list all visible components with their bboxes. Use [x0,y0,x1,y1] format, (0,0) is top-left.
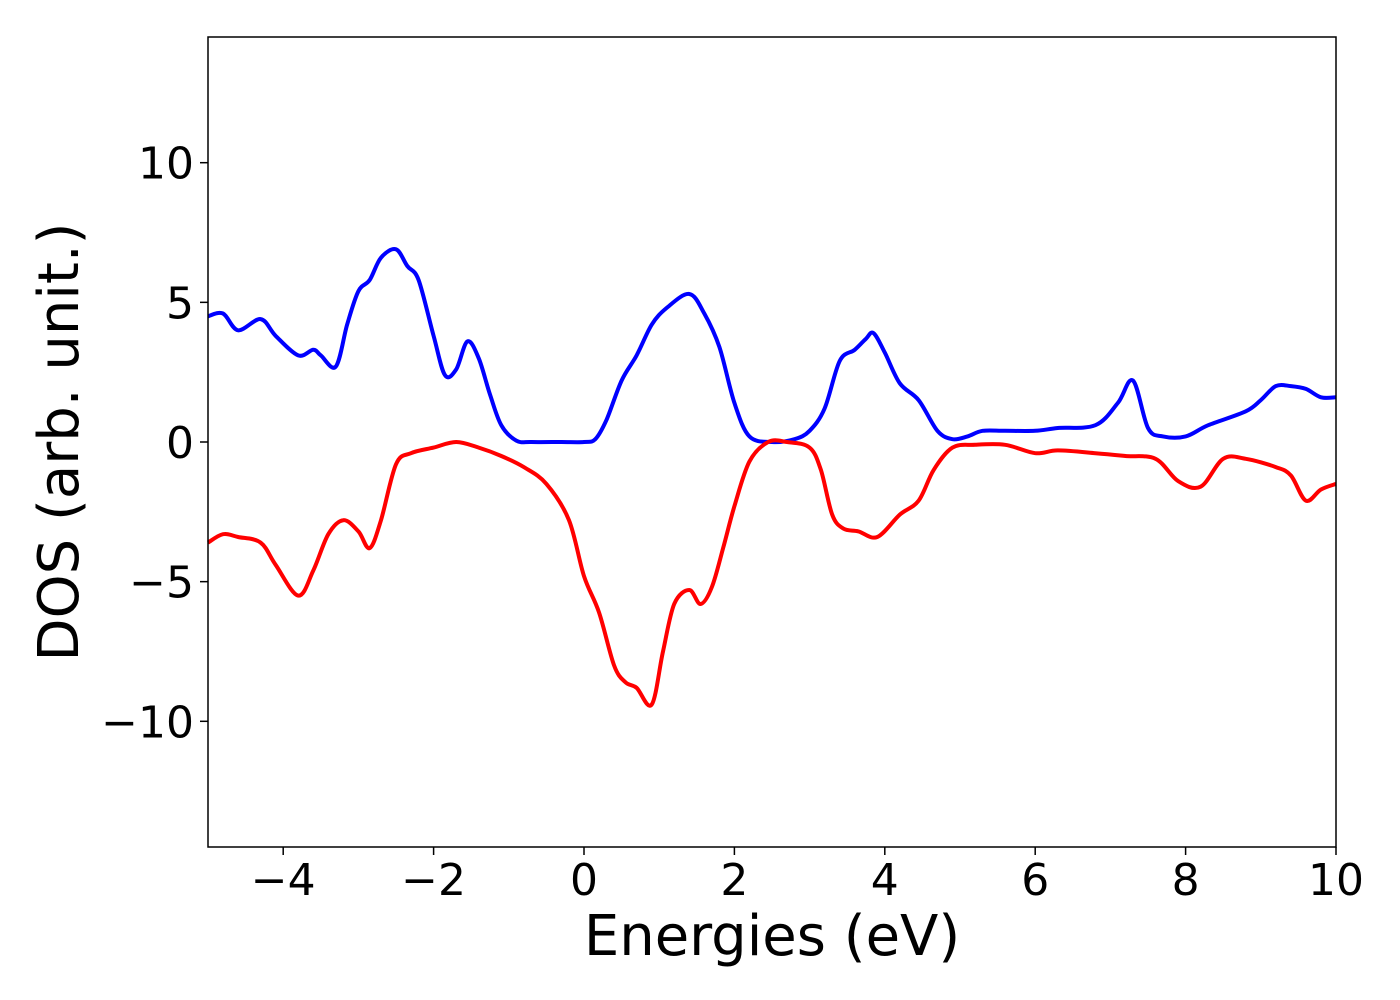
y-tick-label: −5 [129,558,194,609]
x-tick-label: 4 [871,855,899,906]
x-tick-label: 6 [1021,855,1049,906]
x-tick-label: 8 [1172,855,1200,906]
y-axis-label: DOS (arb. unit.) [27,222,92,661]
x-tick-label: −2 [401,855,466,906]
x-tick-label: −4 [251,855,316,906]
x-axis-ticks: −4 −2 0 2 4 6 8 10 [251,847,1364,906]
x-tick-label: 0 [570,855,598,906]
y-tick-label: 10 [138,139,194,190]
y-tick-label: 0 [166,418,194,469]
dos-series-line-1 [207,247,1337,445]
x-tick-label: 10 [1308,855,1364,906]
y-tick-label: −10 [101,697,194,748]
series-layer [206,247,1337,708]
dos-series-line-2 [206,438,1337,708]
x-tick-label: 2 [720,855,748,906]
x-axis-label: Energies (eV) [584,904,960,969]
y-tick-label: 5 [166,278,194,329]
y-axis-ticks: −10 −5 0 5 10 [101,139,208,748]
